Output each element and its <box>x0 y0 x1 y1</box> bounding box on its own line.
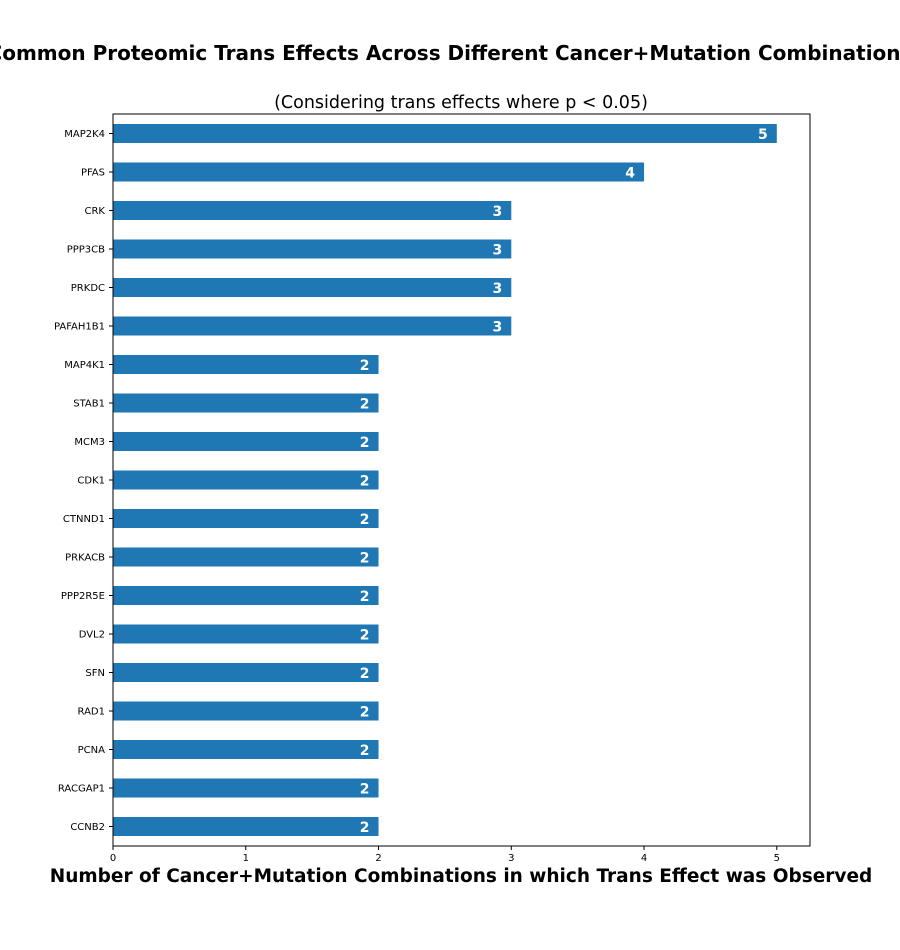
y-tick-label: PPP3CB <box>67 245 105 256</box>
bar-value-label: 2 <box>360 589 370 605</box>
bar-racgap1 <box>113 778 379 798</box>
bar-map2k4 <box>113 124 777 143</box>
bar-pafah1b1 <box>113 316 512 336</box>
y-tick-labels: MAP2K4 PFAS CRK PPP3CB PRKDC PAFAH1B1 MAP4K1 ST… <box>54 129 113 833</box>
bar-value-label: 2 <box>360 512 370 528</box>
bar-value-label: 2 <box>360 666 370 682</box>
y-tick-label: MCM3 <box>74 437 105 448</box>
plot-frame <box>112 113 811 847</box>
chart-subtitle: (Considering trans effects where p < 0.0… <box>274 93 648 113</box>
bar-ppp2r5e <box>113 586 379 605</box>
x-tick-label: 1 <box>243 853 249 864</box>
bar-value-label: 2 <box>360 782 370 798</box>
bar-value-label: 3 <box>493 243 503 259</box>
x-tick-label: 4 <box>641 853 647 864</box>
bar-value-label: 2 <box>360 705 370 721</box>
bar-value-label: 4 <box>625 166 635 182</box>
bar-value-label: 2 <box>360 820 370 836</box>
bar-crk <box>113 201 512 220</box>
bar-pcna <box>113 740 379 759</box>
bar-value-label: 2 <box>360 743 370 759</box>
y-tick-label: STAB1 <box>73 399 105 410</box>
bar-ccnb2 <box>113 817 379 836</box>
y-tick-label: PFAS <box>81 168 105 179</box>
y-tick-label: PAFAH1B1 <box>54 322 105 333</box>
bar-prkacb <box>113 547 379 567</box>
y-tick-label: CDK1 <box>77 476 105 487</box>
y-tick-label: DVL2 <box>79 630 105 641</box>
y-tick-label: RAD1 <box>78 707 105 718</box>
y-tick-label: PPP2R5E <box>61 591 105 602</box>
bar-value-label: 2 <box>360 397 370 413</box>
bar-sfn <box>113 663 379 682</box>
bar-ppp3cb <box>113 239 512 259</box>
bar-value-label: 2 <box>360 358 370 374</box>
bar-dvl2 <box>113 624 379 644</box>
bar-stab1 <box>113 393 379 413</box>
x-tick-label: 5 <box>774 853 780 864</box>
y-tick-label: CCNB2 <box>70 822 105 833</box>
x-axis: 0 1 2 3 4 5 <box>110 846 780 864</box>
bar-cdk1 <box>113 470 379 490</box>
bars-group: 5 4 3 3 3 3 2 2 2 2 2 2 2 2 2 2 2 2 2 <box>113 124 777 836</box>
bar-value-label: 2 <box>360 435 370 451</box>
y-tick-label: MAP2K4 <box>64 129 105 140</box>
bar-value-label: 3 <box>493 320 503 336</box>
bar-value-label: 5 <box>758 127 768 143</box>
x-tick-label: 0 <box>110 853 116 864</box>
y-tick-label: PRKDC <box>71 283 105 294</box>
bar-ctnnd1 <box>113 509 379 528</box>
bar-value-label: 2 <box>360 628 370 644</box>
bar-prkdc <box>113 278 512 297</box>
bar-mcm3 <box>113 432 379 451</box>
bar-rad1 <box>113 701 379 721</box>
bar-value-label: 2 <box>360 551 370 567</box>
y-tick-label: PCNA <box>78 745 105 756</box>
bar-value-label: 2 <box>360 474 370 490</box>
chart-title: Common Proteomic Trans Effects Across Di… <box>0 41 900 65</box>
bar-value-label: 3 <box>493 281 503 297</box>
bar-value-label: 3 <box>493 204 503 220</box>
y-tick-label: MAP4K1 <box>64 360 105 371</box>
y-tick-label: PRKACB <box>65 553 105 564</box>
y-tick-label: SFN <box>85 668 105 679</box>
bar-map4k1 <box>113 355 379 374</box>
x-tick-label: 3 <box>508 853 514 864</box>
y-tick-label: RACGAP1 <box>58 784 105 795</box>
y-tick-label: CTNND1 <box>63 514 105 525</box>
x-tick-label: 2 <box>375 853 381 864</box>
x-axis-label: Number of Cancer+Mutation Combinations i… <box>50 866 872 887</box>
y-tick-label: CRK <box>85 206 106 217</box>
bar-pfas <box>113 162 645 182</box>
